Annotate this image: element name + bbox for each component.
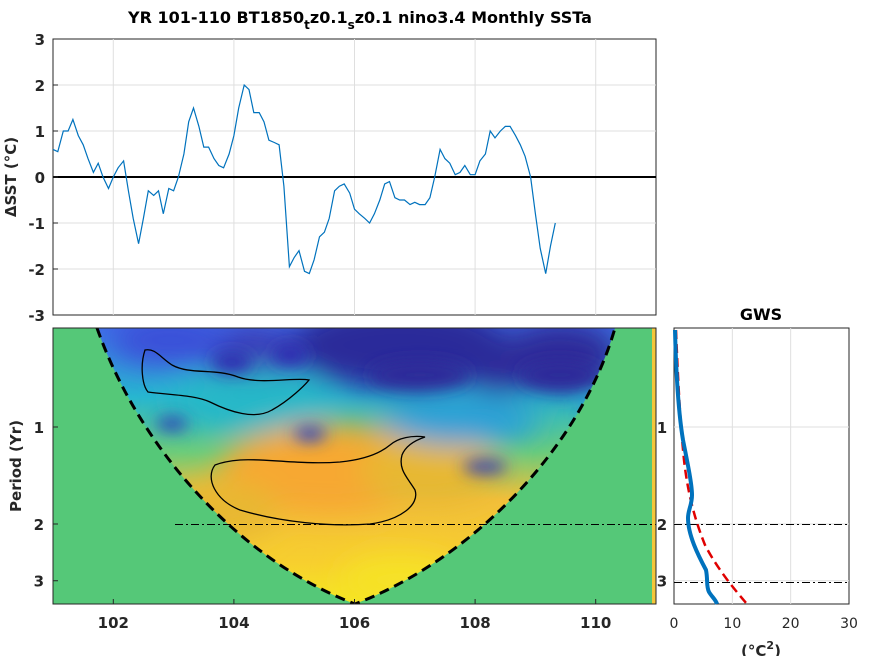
y-tick-label: 1 — [35, 123, 45, 141]
gws-x-label-sup: 2 — [766, 639, 774, 652]
x-tick-label: 10 — [723, 616, 741, 632]
significance-contour — [210, 435, 426, 526]
coi-mask-right — [355, 328, 656, 604]
wavelet-heatmap — [53, 328, 656, 604]
y-tick-label: 3 — [34, 573, 44, 591]
y-tick-label: 2 — [35, 77, 45, 95]
title-mid: z0.1 — [310, 8, 348, 27]
cone-of-influence — [95, 328, 617, 604]
x-tick-label: 106 — [339, 614, 370, 632]
coi-mask-left — [53, 328, 355, 604]
wavelet-y-label: Period (Yr) — [7, 420, 25, 512]
right-y-tick-label: 2 — [657, 516, 667, 534]
chart-title: YR 101-110 BT1850tz0.1sz0.1 nino3.4 Mont… — [127, 8, 592, 32]
x-tick-label: 102 — [98, 614, 129, 632]
y-tick-label: -3 — [28, 307, 45, 325]
title-end: z0.1 nino3.4 Monthly SSTa — [355, 8, 592, 27]
x-tick-label: 20 — [782, 616, 800, 632]
gws-x-label-main: (°C — [741, 642, 766, 656]
wavelet-y-ticks: 1 2 3 — [34, 419, 58, 591]
gws-y-ticks: 1 2 3 — [657, 419, 667, 591]
x-tick-label: 110 — [580, 614, 611, 632]
right-y-tick-label: 1 — [657, 419, 667, 437]
y-tick-label: -1 — [28, 215, 45, 233]
gws-axes — [673, 327, 850, 605]
y-tick-label: -2 — [28, 261, 45, 279]
gws-spectrum-curve — [673, 329, 719, 605]
right-y-tick-label: 3 — [657, 573, 667, 591]
y-tick-label: 1 — [34, 419, 44, 437]
y-tick-label: 3 — [35, 31, 45, 49]
title-main: YR 101-110 BT1850 — [127, 8, 304, 27]
significance-contour — [141, 349, 311, 416]
x-tick-label: 0 — [670, 616, 679, 632]
y-tick-label: 2 — [34, 516, 44, 534]
gws-x-label-end: ) — [774, 642, 781, 656]
timeseries-y-ticks: 3 2 1 0 -1 -2 -3 — [28, 31, 58, 325]
title-sub-t: t — [304, 18, 310, 32]
timeseries-y-label: ΔSST (°C) — [2, 137, 20, 217]
gws-x-ticks: 0 10 20 30 — [670, 616, 858, 632]
title-sub-s: s — [348, 18, 355, 32]
gws-title: GWS — [740, 305, 782, 324]
wavelet-x-ticks: 102 104 106 108 110 — [98, 599, 611, 632]
sst-anomaly-line — [52, 83, 556, 275]
y-tick-label: 0 — [35, 169, 45, 187]
right-edge-strip — [652, 328, 656, 604]
x-tick-label: 30 — [840, 616, 858, 632]
x-tick-label: 108 — [459, 614, 490, 632]
x-tick-label: 104 — [218, 614, 249, 632]
gws-x-label: (°C2) — [741, 639, 781, 656]
